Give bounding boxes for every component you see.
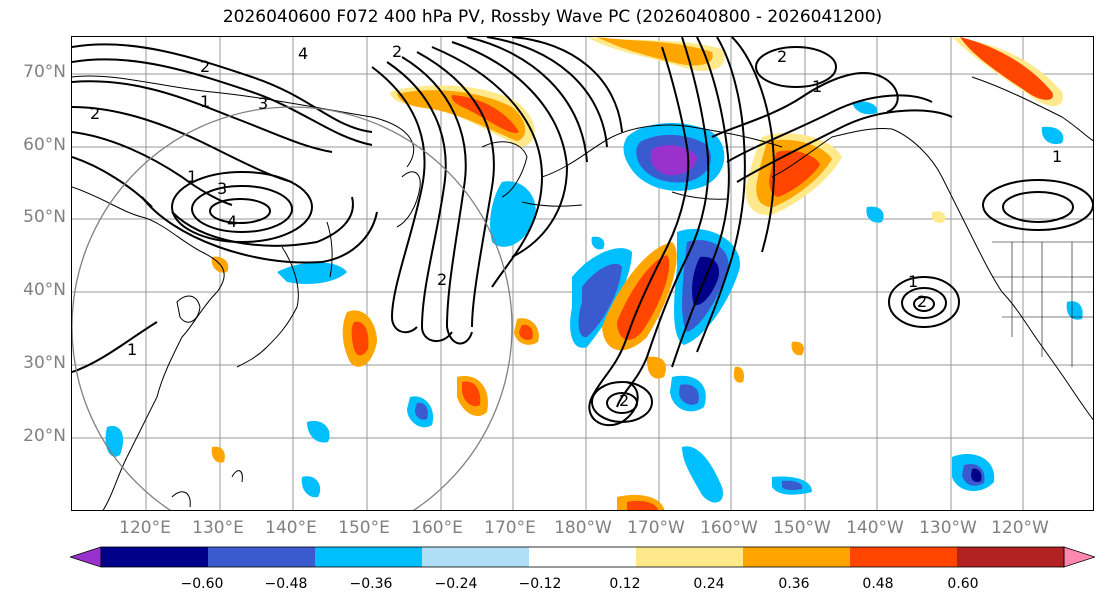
lon-label: 180°W bbox=[554, 518, 612, 538]
colorbar-segment bbox=[957, 547, 1065, 567]
contour-label: 1 bbox=[908, 272, 918, 291]
colorbar-tick-label: 0.24 bbox=[693, 576, 725, 592]
lon-label: 120°W bbox=[991, 518, 1049, 538]
colorbar-tick-label: 0.36 bbox=[778, 576, 810, 592]
colorbar-tick-label: 0.48 bbox=[862, 576, 894, 592]
colorbar-tick-label: −0.12 bbox=[518, 576, 562, 592]
lat-label: 60°N bbox=[23, 135, 66, 155]
colorbar-tick-label: 0.12 bbox=[609, 576, 641, 592]
colorbar-tick-label: −0.60 bbox=[180, 576, 224, 592]
contour-label: 2 bbox=[437, 270, 447, 289]
map-canvas: 2 2 1 1 3 4 4 3 2 1 2 2 1 1 2 2 1 bbox=[72, 37, 1093, 510]
contour-label: 1 bbox=[187, 167, 197, 186]
contour-label: 2 bbox=[90, 104, 100, 123]
lon-label: 130°E bbox=[192, 518, 244, 538]
contour-label: 2 bbox=[777, 47, 787, 66]
map-title: 2026040600 F072 400 hPa PV, Rossby Wave … bbox=[222, 7, 883, 27]
lat-label: 70°N bbox=[23, 62, 66, 82]
lat-label: 30°N bbox=[23, 353, 66, 373]
contour-label: 1 bbox=[127, 340, 137, 359]
analysis-circle bbox=[72, 106, 513, 510]
contour-label: 2 bbox=[200, 57, 210, 76]
lat-label: 50°N bbox=[23, 207, 66, 227]
contour-label: 3 bbox=[217, 179, 227, 198]
map-panel: 2 2 1 1 3 4 4 3 2 1 2 2 1 1 2 2 1 bbox=[71, 36, 1094, 511]
colorbar-tick-label: −0.36 bbox=[349, 576, 393, 592]
us-state-borders bbox=[992, 241, 1093, 367]
contour-label: 1 bbox=[200, 92, 210, 111]
lon-label: 150°E bbox=[338, 518, 390, 538]
lon-label: 120°E bbox=[119, 518, 171, 538]
colorbar-segment bbox=[529, 547, 637, 567]
pv-line-contours bbox=[72, 37, 1093, 427]
contour-label: 4 bbox=[227, 212, 237, 231]
contour-label: 2 bbox=[917, 292, 927, 311]
pv-filled-contours bbox=[105, 37, 1083, 510]
lon-label: 160°W bbox=[700, 518, 758, 538]
contour-label-group: 2 2 1 1 3 4 4 3 2 1 2 2 1 1 2 2 1 bbox=[90, 42, 1062, 410]
lon-label: 150°W bbox=[773, 518, 831, 538]
contour-label: 4 bbox=[298, 44, 308, 63]
colorbar-segment bbox=[208, 547, 316, 567]
colorbar-tick-label: −0.24 bbox=[434, 576, 478, 592]
lon-label: 140°E bbox=[265, 518, 317, 538]
lat-label: 20°N bbox=[23, 426, 66, 446]
colorbar-segment bbox=[850, 547, 958, 567]
colorbar bbox=[70, 546, 1095, 568]
colorbar-segment bbox=[636, 547, 744, 567]
colorbar-tick-label: −0.48 bbox=[264, 576, 308, 592]
contour-label: 3 bbox=[258, 94, 268, 113]
colorbar-extend-low bbox=[70, 546, 102, 568]
contour-label: 2 bbox=[392, 42, 402, 61]
lon-label: 130°W bbox=[919, 518, 977, 538]
colorbar-segment bbox=[101, 547, 209, 567]
contour-label: 2 bbox=[619, 391, 629, 410]
colorbar-segment bbox=[422, 547, 530, 567]
lon-label: 160°E bbox=[411, 518, 463, 538]
lon-label: 170°W bbox=[627, 518, 685, 538]
colorbar-segment bbox=[315, 547, 423, 567]
coastlines bbox=[72, 75, 1093, 510]
colorbar-outline bbox=[100, 546, 1065, 568]
lon-label: 170°E bbox=[484, 518, 536, 538]
contour-label: 1 bbox=[812, 77, 822, 96]
colorbar-tick-label: 0.60 bbox=[947, 576, 979, 592]
lat-label: 40°N bbox=[23, 280, 66, 300]
colorbar-extend-high bbox=[1063, 546, 1095, 568]
contour-label: 1 bbox=[1052, 147, 1062, 166]
lon-label: 140°W bbox=[846, 518, 904, 538]
colorbar-segment bbox=[743, 547, 851, 567]
